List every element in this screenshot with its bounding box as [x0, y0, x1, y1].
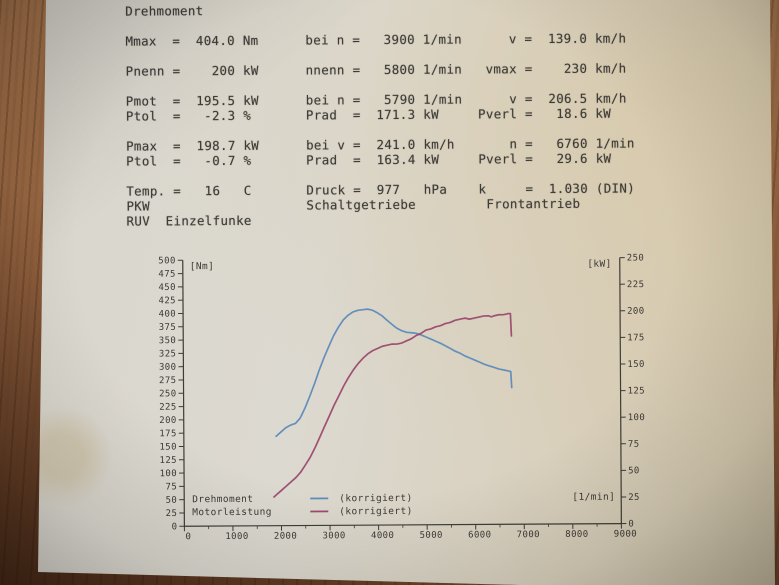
x-axis-unit-label: [1/min]	[572, 492, 615, 503]
svg-text:250: 250	[159, 389, 177, 399]
dyno-chart: 0255075100125150175200225250275300325350…	[158, 253, 646, 542]
svg-text:300: 300	[159, 363, 177, 373]
svg-text:150: 150	[159, 443, 177, 453]
svg-text:150: 150	[627, 360, 645, 370]
svg-text:25: 25	[166, 509, 178, 519]
report-line-ignition: RUV Einzelfunke	[126, 212, 252, 229]
svg-text:9000: 9000	[614, 529, 637, 539]
svg-text:200: 200	[159, 416, 177, 426]
report-line-pnenn: Pnenn = 200 kW nnenn = 5800 1/min vmax =…	[125, 60, 627, 79]
svg-text:375: 375	[159, 323, 177, 333]
report-header-text: Drehmoment Mmax = 404.0 Nm bei n = 3900 …	[125, 1, 635, 229]
svg-text:50: 50	[166, 496, 178, 506]
svg-text:225: 225	[627, 280, 645, 290]
svg-text:500: 500	[158, 256, 176, 266]
chart-tick-labels: 0255075100125150175200225250275300325350…	[158, 253, 646, 542]
svg-text:2000: 2000	[274, 532, 297, 542]
svg-text:350: 350	[159, 336, 177, 346]
legend-torque-label: Drehmoment	[192, 494, 253, 505]
svg-text:1000: 1000	[225, 532, 248, 542]
svg-text:475: 475	[158, 270, 176, 280]
report-line-ptol1: Ptol = -2.3 % Prad = 171.3 kW Pverl = 18…	[125, 105, 612, 124]
right-axis-unit-label: [kW]	[587, 259, 612, 270]
legend-torque-note: (korrigiert)	[339, 493, 413, 504]
svg-text:400: 400	[159, 310, 177, 320]
svg-text:25: 25	[628, 493, 640, 503]
chart-axes	[177, 257, 627, 532]
legend-power-label: Motorleistung	[192, 507, 272, 518]
svg-text:75: 75	[165, 482, 177, 492]
svg-text:100: 100	[160, 469, 178, 479]
svg-text:0: 0	[628, 520, 634, 530]
svg-text:325: 325	[159, 349, 177, 359]
svg-text:250: 250	[627, 253, 645, 263]
svg-text:0: 0	[172, 522, 178, 532]
svg-text:175: 175	[159, 429, 177, 439]
chart-legend: Drehmoment (korrigiert) Motorleistung (k…	[192, 493, 413, 518]
svg-text:125: 125	[159, 456, 177, 466]
svg-text:8000: 8000	[565, 530, 588, 540]
svg-text:4000: 4000	[371, 531, 394, 541]
svg-text:7000: 7000	[517, 530, 540, 540]
svg-text:125: 125	[628, 386, 646, 396]
svg-text:3000: 3000	[322, 531, 345, 541]
report-line-mmax: Mmax = 404.0 Nm bei n = 3900 1/min v = 1…	[125, 30, 627, 49]
left-axis-unit-label: [Nm]	[190, 261, 215, 272]
svg-text:50: 50	[628, 466, 640, 476]
report-line-ptol2: Ptol = -0.7 % Prad = 163.4 kW Pverl = 29…	[126, 150, 612, 169]
svg-text:275: 275	[159, 376, 177, 386]
svg-text:225: 225	[159, 403, 177, 413]
svg-text:450: 450	[158, 283, 176, 293]
torque-curve	[275, 308, 513, 438]
legend-power-note: (korrigiert)	[339, 506, 413, 517]
power-curve	[273, 312, 513, 498]
svg-text:175: 175	[627, 333, 645, 343]
report-line-vehicle: PKW Schaltgetriebe Frontantrieb	[126, 195, 581, 214]
svg-text:6000: 6000	[468, 530, 491, 540]
svg-text:5000: 5000	[420, 531, 443, 541]
svg-text:200: 200	[627, 307, 645, 317]
chart-series	[273, 308, 513, 498]
svg-text:75: 75	[628, 440, 640, 450]
svg-text:100: 100	[628, 413, 646, 423]
svg-text:425: 425	[159, 296, 177, 306]
svg-text:0: 0	[186, 532, 192, 541]
